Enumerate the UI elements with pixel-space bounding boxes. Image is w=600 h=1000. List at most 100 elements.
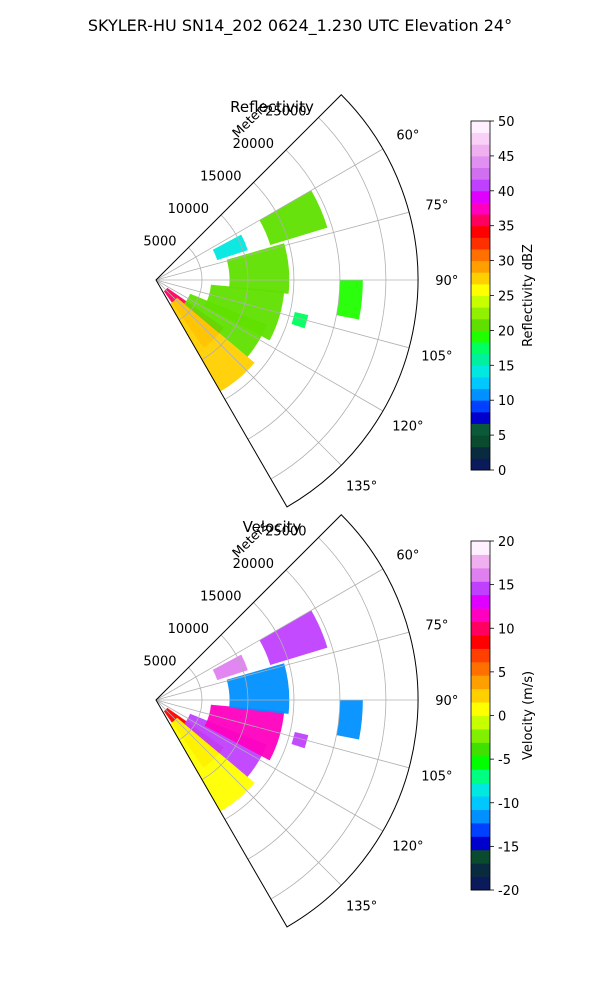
azimuth-tick-label: 105° (421, 769, 452, 784)
colorbar-segment (471, 554, 490, 569)
colorbar-segment (471, 675, 490, 690)
range-tick-label: 15000 (200, 169, 241, 184)
colorbar-segment (471, 876, 490, 891)
range-tick-label: 15000 (200, 589, 241, 604)
panel-title: Reflectivity (230, 98, 314, 116)
colorbar-segment (471, 621, 490, 636)
azimuth-tick-label: 135° (346, 480, 377, 495)
range-tick-label: 25000 (265, 104, 306, 119)
echo-region (336, 700, 363, 740)
colorbar-segment (471, 782, 490, 797)
echo-region (184, 713, 267, 777)
colorbar-tick-label: 5 (498, 666, 506, 681)
azimuth-tick-label: 60° (396, 129, 419, 144)
azimuth-tick-label: 75° (425, 619, 448, 634)
azimuth-spoke (155, 699, 342, 886)
range-tick-label: 20000 (233, 557, 274, 572)
azimuth-tick-label: 75° (425, 199, 448, 214)
colorbar-segment (471, 365, 490, 378)
colorbar-segment (471, 330, 490, 343)
echo-region (226, 663, 290, 714)
colorbar-segment (471, 155, 490, 169)
colorbar-tick-label: 0 (498, 710, 506, 725)
colorbar-segment (471, 307, 490, 320)
range-ring (224, 602, 295, 820)
azimuth-spoke (155, 148, 384, 281)
colorbar-segment (471, 836, 490, 851)
range-tick-label: 5000 (143, 234, 176, 249)
colorbar-segment (471, 541, 490, 555)
azimuth-tick-label: 90° (435, 274, 458, 289)
colorbar-tick-label: 10 (498, 394, 515, 409)
azimuth-tick-label: 90° (435, 694, 458, 709)
azimuth-spoke (155, 699, 410, 769)
range-tick-label: 20000 (233, 137, 274, 152)
echo-region (169, 297, 255, 392)
polar-frame (155, 514, 419, 928)
colorbar-tick-label: 50 (498, 115, 515, 130)
colorbar-label: Reflectivity dBZ (521, 244, 536, 347)
colorbar-segment (471, 167, 490, 180)
colorbar-segment (471, 648, 490, 663)
colorbar-tick-label: 10 (498, 622, 515, 637)
colorbar-tick-label: 0 (498, 464, 506, 479)
echo-region (291, 732, 309, 749)
colorbar-segment (471, 121, 490, 134)
colorbar-segment (471, 702, 490, 716)
range-ring (247, 149, 341, 440)
colorbar-segment (471, 132, 490, 145)
colorbar-segment (471, 376, 490, 390)
colorbar-segment (471, 458, 490, 471)
colorbar-tick-label: 15 (498, 579, 515, 594)
colorbar-segment (471, 283, 490, 296)
echo-region (336, 280, 363, 320)
range-tick-label: 10000 (168, 622, 209, 637)
echo-region (169, 717, 255, 812)
colorbar-segment (471, 423, 490, 436)
azimuth-spoke (155, 631, 410, 701)
colorbar-segment (471, 755, 490, 770)
colorbar-segment (471, 688, 490, 703)
colorbar-segment (471, 400, 490, 413)
azimuth-tick-label: 105° (421, 349, 452, 364)
colorbar-segment (471, 728, 490, 743)
echo-region (226, 243, 290, 294)
colorbar-segment (471, 849, 490, 864)
panel-title: Velocity (243, 518, 302, 536)
colorbar-segment (471, 661, 490, 676)
colorbar-segment (471, 863, 490, 878)
colorbar-tick-label: 35 (498, 220, 515, 235)
colorbar-segment (471, 742, 490, 757)
azimuth-spoke (155, 279, 342, 466)
range-ring (224, 182, 295, 400)
colorbar-segment (471, 388, 490, 401)
azimuth-spoke (155, 279, 384, 412)
colorbar-tick-label: 30 (498, 255, 515, 270)
colorbar-segment (471, 318, 490, 331)
colorbar-segment (471, 446, 490, 459)
colorbar-segment (471, 567, 490, 582)
colorbar-segment (471, 715, 490, 730)
azimuth-tick-label: 60° (396, 549, 419, 564)
echo-region (259, 190, 328, 246)
range-ring (201, 214, 249, 360)
echo-region (184, 293, 267, 357)
range-ring (178, 247, 203, 321)
colorbar-segment (471, 214, 490, 227)
range-ring (270, 537, 387, 900)
colorbar-segment (471, 272, 490, 285)
colorbar-segment (471, 237, 490, 250)
colorbar-label: Velocity (m/s) (521, 671, 536, 760)
azimuth-spoke (155, 279, 410, 349)
radar-panel-2: Velocity 60° 75° 90° 105° 120° 135° 5000 10000 15… (143, 514, 536, 928)
colorbar-segment (471, 225, 490, 238)
colorbar-segment (471, 353, 490, 366)
colorbar-tick-label: -15 (498, 840, 519, 855)
azimuth-tick-label: 120° (392, 839, 423, 854)
azimuth-spoke (155, 699, 384, 832)
radar-panel-1: Reflectivity60°75°90°105°120°135°5000100… (143, 94, 536, 508)
colorbar-segment (471, 796, 490, 810)
colorbar-tick-label: 15 (498, 359, 515, 374)
range-tick-label: 5000 (143, 654, 176, 669)
